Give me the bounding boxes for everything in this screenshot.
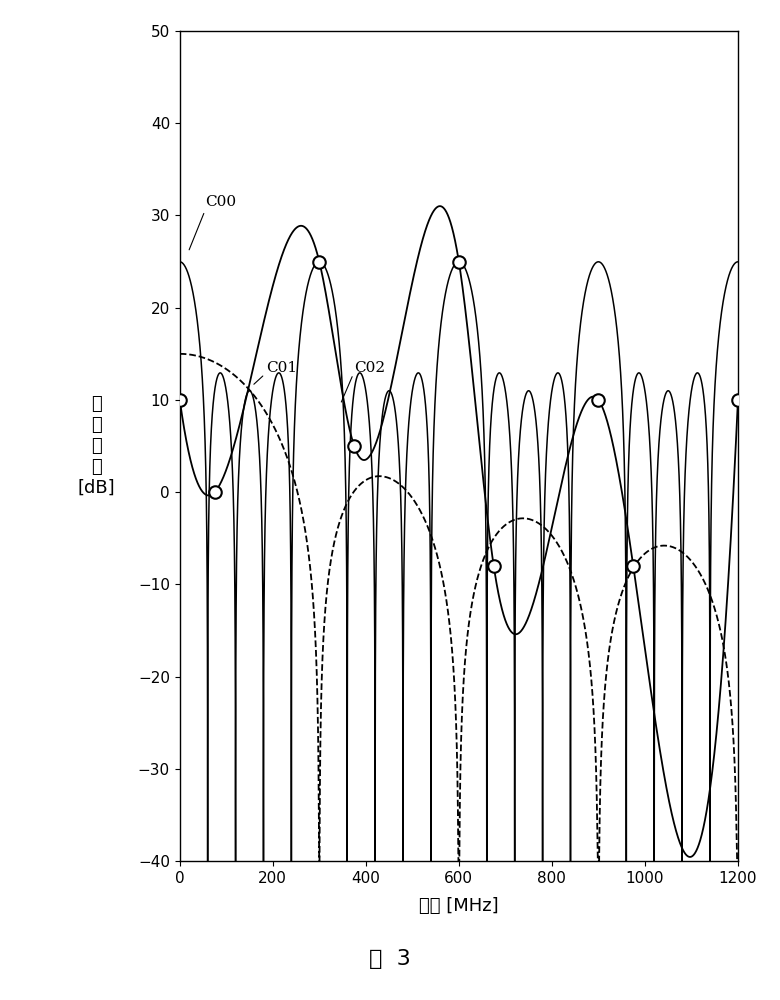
- X-axis label: 频率 [MHz]: 频率 [MHz]: [419, 897, 498, 915]
- Text: C00: C00: [205, 195, 236, 209]
- Text: C01: C01: [266, 361, 297, 375]
- Text: C02: C02: [354, 361, 385, 375]
- Text: 图  3: 图 3: [369, 949, 411, 969]
- Y-axis label: 电
压
增
益
[dB]: 电 压 增 益 [dB]: [77, 395, 115, 497]
